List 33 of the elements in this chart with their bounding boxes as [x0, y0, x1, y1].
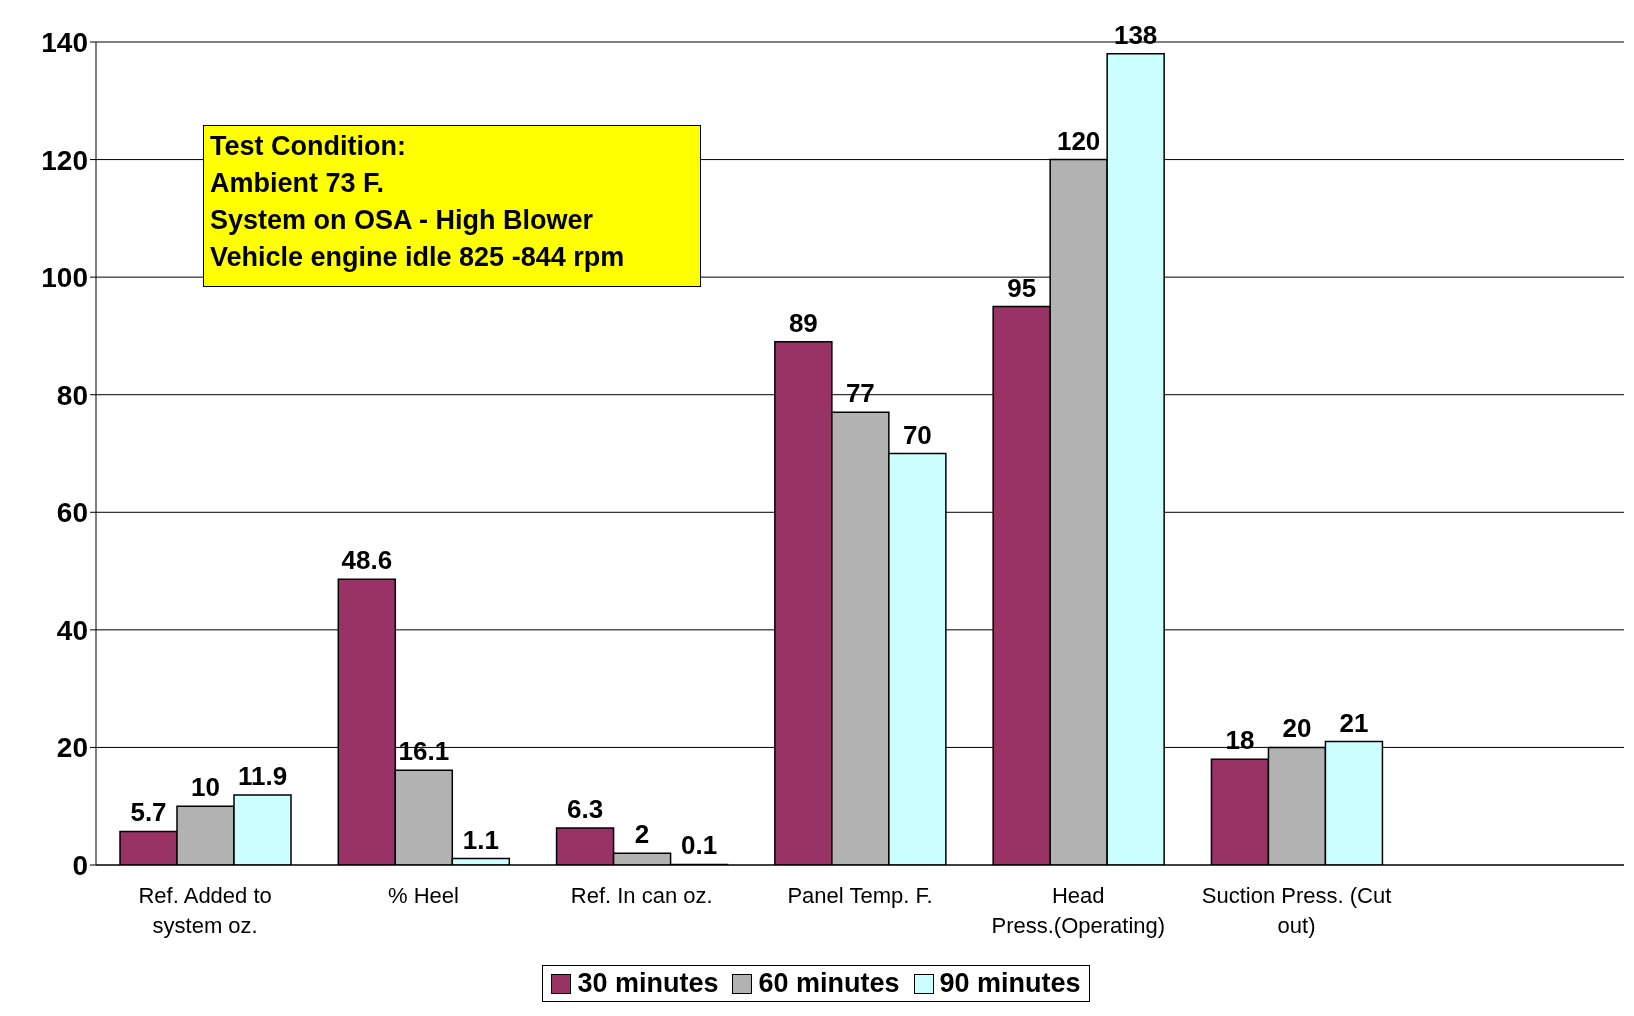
data-label: 2	[634, 819, 650, 850]
data-label: 20	[1282, 713, 1312, 744]
data-label: 10	[191, 772, 220, 803]
x-tick-label: Ref. In can oz.	[570, 883, 713, 908]
data-label: 138	[1113, 19, 1158, 50]
data-label: 6.3	[567, 793, 604, 824]
annotation: Test Condition: Ambient 73 F. System on OSA - High Blower Vehicle engine idle 825 -844 rpm	[203, 125, 701, 287]
x-tick-label: Panel Temp. F.	[787, 883, 933, 908]
y-tick-label: 100	[41, 262, 88, 294]
data-label: 89	[788, 307, 818, 338]
legend-label: 60 minutes	[757, 968, 900, 999]
y-tick-label: 20	[56, 732, 88, 764]
data-label: 0.1	[681, 830, 718, 861]
x-tick-label: Ref. Added to system oz.	[138, 883, 272, 938]
data-label: 5.7	[130, 797, 167, 828]
x-tick-label: Suction Press. (Cut out)	[1201, 883, 1392, 938]
data-label: 48.6	[341, 545, 393, 576]
y-tick-label: 60	[56, 497, 88, 529]
y-tick-label: 80	[56, 379, 88, 411]
x-tick-label: Head Press.(Operating)	[991, 883, 1166, 938]
y-tick-label: 0	[72, 849, 88, 881]
x-tick-label: % Heel	[387, 883, 459, 908]
legend-label: 30 minutes	[576, 968, 719, 999]
legend-label: 90 minutes	[938, 968, 1081, 999]
data-label: 95	[1007, 272, 1037, 303]
y-tick-label: 140	[41, 26, 88, 58]
y-tick-label: 120	[41, 144, 88, 176]
y-tick-label: 40	[56, 614, 88, 646]
data-label: 11.9	[237, 761, 288, 792]
data-label: 70	[902, 419, 932, 450]
data-label: 21	[1339, 707, 1369, 738]
data-label: 120	[1056, 125, 1101, 156]
data-label: 1.1	[462, 824, 499, 855]
